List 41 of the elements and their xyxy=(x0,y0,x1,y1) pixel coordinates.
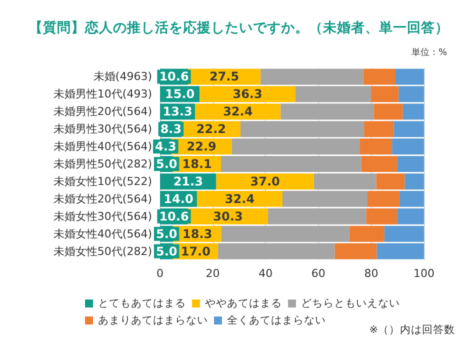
y-tick-label: 未婚(4963) xyxy=(93,70,152,84)
data-label: 36.3 xyxy=(232,87,262,102)
y-tick-label: 未婚女性50代(282) xyxy=(53,244,152,258)
legend-label: 全くあてはまらない xyxy=(227,314,326,326)
y-tick-label: 未婚男性50代(282) xyxy=(53,158,152,170)
data-label: 18.1 xyxy=(182,157,212,171)
data-label: 22.2 xyxy=(196,122,226,136)
data-label: 30.3 xyxy=(213,209,243,224)
x-tick-label: 40 xyxy=(258,267,273,280)
y-tick-label: 未婚女性30代(564) xyxy=(53,210,152,223)
y-tick-label: 未婚男性30代(564) xyxy=(53,122,152,136)
text: ※（）内は回答数 xyxy=(369,324,455,337)
y-tick-label: 未婚女性40代(564) xyxy=(53,227,152,240)
data-label: 37.0 xyxy=(250,174,280,188)
x-tick-label: 100 xyxy=(414,267,434,280)
y-tick-label: 未婚男性10代(493) xyxy=(53,88,152,101)
y-tick-label: 未婚女性20代(564) xyxy=(53,192,152,206)
data-label: 32.4 xyxy=(223,104,253,119)
y-tick-label: 未婚男性40代(564) xyxy=(53,140,152,154)
legend-label: あまりあてはまらない xyxy=(98,314,208,326)
x-tick-label: 0 xyxy=(156,267,164,280)
chart-title: 【質問】恋人の推し活を応援したいですか。（未婚者、単一回答） xyxy=(29,19,449,36)
y-tick-label: 未婚女性10代(522) xyxy=(53,174,152,188)
y-tick-label: 未婚男性20代(564) xyxy=(53,105,152,118)
data-label: 18.3 xyxy=(182,226,212,241)
data-label: 14.0 xyxy=(164,192,194,206)
data-label: 21.3 xyxy=(173,174,203,188)
x-tick-label: 80 xyxy=(364,267,378,280)
data-label: 15.0 xyxy=(164,87,195,102)
x-tick-label: 60 xyxy=(311,267,326,280)
data-label: 17.0 xyxy=(180,244,210,258)
data-label: 27.5 xyxy=(209,70,240,84)
data-label: 13.3 xyxy=(162,104,192,119)
legend-label: とてもあてはまる xyxy=(98,298,186,310)
text: 単位：% xyxy=(411,48,447,59)
data-label: 22.9 xyxy=(186,140,216,154)
legend-label: どちらともいえない xyxy=(301,298,400,310)
data-label: 8.3 xyxy=(160,122,182,136)
x-tick-label: 20 xyxy=(206,267,220,280)
legend-label: ややあてはまる xyxy=(205,298,282,310)
data-label: 32.4 xyxy=(224,192,255,206)
